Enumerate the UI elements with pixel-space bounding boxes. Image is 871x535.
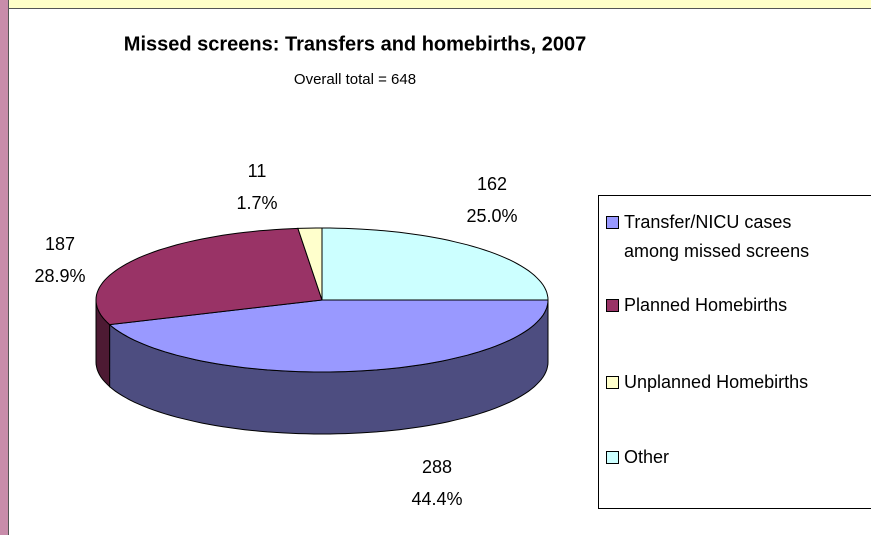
legend-entry: Other: [606, 443, 871, 472]
pie-slice: [95, 227, 323, 326]
frame-left: [0, 0, 9, 535]
legend-swatch: [606, 451, 619, 464]
chart-subtitle: Overall total = 648: [294, 71, 416, 88]
legend-swatch: [606, 376, 619, 389]
chart-title: Missed screens: Transfers and homebirths…: [124, 33, 586, 55]
legend-entry: Planned Homebirths: [606, 291, 871, 320]
data-label: 162: [477, 174, 507, 194]
frame-top: [0, 0, 871, 9]
percent-label: 44.4%: [411, 489, 462, 509]
legend-entry: Transfer/NICU cases among missed screens: [606, 208, 871, 266]
pie-slice: [321, 227, 549, 301]
legend-swatch: [606, 299, 619, 312]
legend: Transfer/NICU cases among missed screens…: [598, 195, 871, 509]
data-label: 187: [45, 234, 75, 254]
legend-label: Other: [624, 447, 670, 467]
pie-slice: [108, 299, 549, 373]
legend-label: Unplanned Homebirths: [624, 372, 809, 392]
percent-label: 25.0%: [466, 206, 517, 226]
percent-label: 28.9%: [34, 266, 85, 286]
legend-label: Planned Homebirths: [624, 295, 788, 315]
legend-entry: Unplanned Homebirths: [606, 368, 871, 397]
percent-label: 1.7%: [236, 193, 277, 213]
data-label: 11: [248, 161, 267, 181]
legend-label: Transfer/NICU cases among missed screens: [624, 212, 810, 261]
data-label: 288: [422, 457, 452, 477]
legend-swatch: [606, 216, 619, 229]
